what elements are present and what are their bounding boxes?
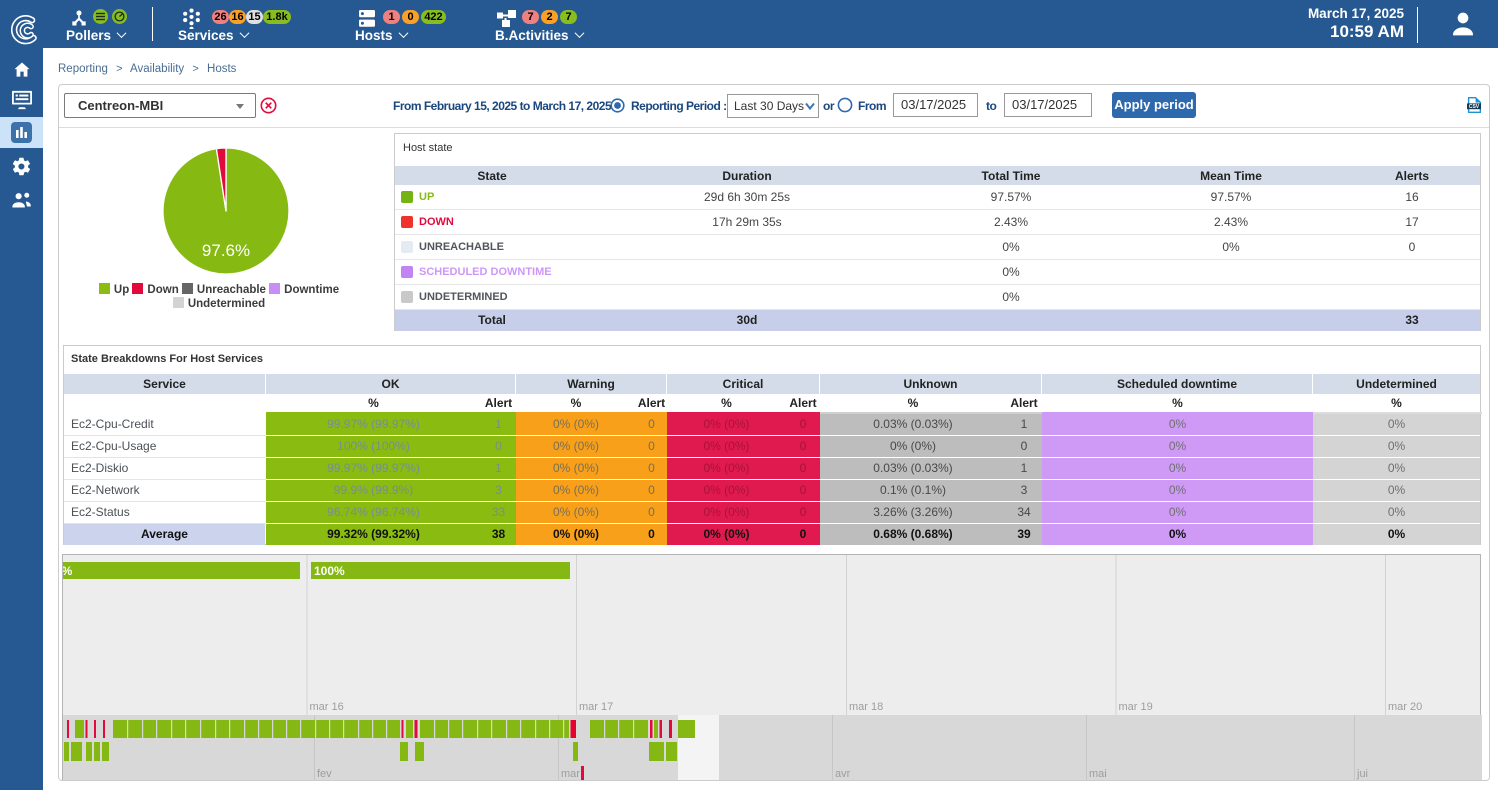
svg-text:mar 17: mar 17 (579, 701, 613, 713)
svg-text:CSV: CSV (1469, 104, 1480, 110)
svg-text:97.6%: 97.6% (202, 241, 250, 260)
svg-text:mar 16: mar 16 (310, 701, 344, 713)
svg-text:mar 18: mar 18 (849, 701, 883, 713)
svg-text:100%: 100% (314, 564, 345, 578)
svg-text:mar: mar (561, 768, 580, 780)
svg-text:avr: avr (835, 768, 851, 780)
svg-text:mar 19: mar 19 (1119, 701, 1153, 713)
svg-text:fev: fev (317, 768, 332, 780)
svg-text:mai: mai (1089, 768, 1107, 780)
svg-text:jui: jui (1356, 768, 1368, 780)
svg-text:7%: 7% (63, 564, 73, 578)
svg-text:mar 20: mar 20 (1388, 701, 1422, 713)
